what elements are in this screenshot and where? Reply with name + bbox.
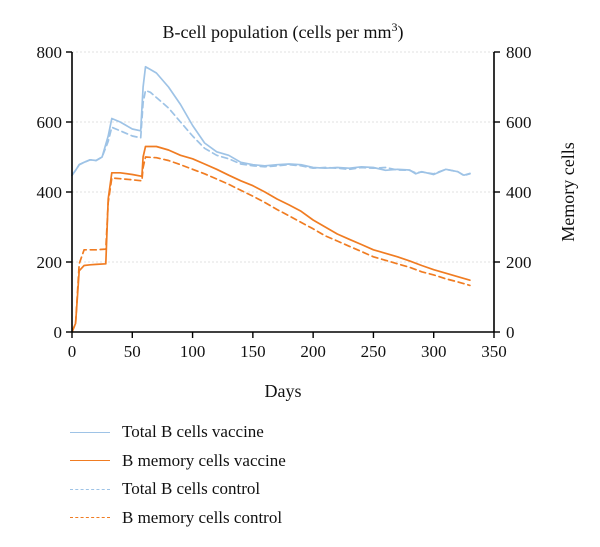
right-y-tick-label: 200 bbox=[506, 253, 532, 272]
legend-label: Total B cells vaccine bbox=[122, 422, 264, 442]
gridlines bbox=[72, 51, 494, 263]
left-y-tick-label: 800 bbox=[37, 43, 63, 62]
tick-labels: 0 50 100 150 200 250 300 3500200400600800020040… bbox=[37, 43, 532, 361]
legend-label: B memory cells vaccine bbox=[122, 450, 286, 470]
legend-item-b-memory-cells-control: B memory cells control bbox=[70, 504, 286, 533]
right-y-axis-title: Memory cells bbox=[558, 142, 578, 241]
chart-title-close: ) bbox=[397, 22, 403, 43]
legend-label: B memory cells control bbox=[122, 507, 283, 527]
series-line-total-b-cells-vaccine bbox=[71, 65, 471, 177]
left-y-tick-label: 0 bbox=[54, 323, 63, 342]
legend-item-b-memory-cells-vaccine: B memory cells vaccine bbox=[70, 447, 286, 476]
series-line-b-memory-cells-control bbox=[71, 156, 471, 333]
x-tick-label: 0 bbox=[68, 342, 77, 361]
right-y-tick-label: 600 bbox=[506, 113, 532, 132]
left-y-tick-label: 200 bbox=[37, 253, 63, 272]
legend-item-total-b-cells-vaccine: Total B cells vaccine bbox=[70, 418, 286, 447]
legend-swatch bbox=[70, 460, 110, 462]
x-tick-label: 300 bbox=[421, 342, 447, 361]
series-line-b-memory-cells-vaccine bbox=[71, 145, 471, 333]
series-line-total-b-cells-control bbox=[71, 89, 471, 177]
x-tick-label: 350 bbox=[481, 342, 507, 361]
legend: Total B cells vaccine B memory cells vacc… bbox=[70, 418, 286, 532]
left-y-tick-label: 400 bbox=[37, 183, 63, 202]
left-y-tick-label: 600 bbox=[37, 113, 63, 132]
legend-label: Total B cells control bbox=[122, 479, 261, 499]
legend-swatch bbox=[70, 488, 110, 490]
x-tick-label: 150 bbox=[240, 342, 266, 361]
x-tick-label: 250 bbox=[361, 342, 387, 361]
chart-title: B-cell population (cells per mm3) bbox=[163, 20, 404, 43]
x-axis-title: Days bbox=[265, 381, 302, 401]
chart-title-superscript: 3 bbox=[391, 20, 397, 34]
right-y-tick-label: 0 bbox=[506, 323, 515, 342]
x-tick-label: 50 bbox=[124, 342, 141, 361]
tick-marks bbox=[66, 51, 500, 338]
plot-series bbox=[71, 65, 471, 333]
axes bbox=[71, 52, 495, 333]
legend-swatch bbox=[70, 431, 110, 433]
x-tick-label: 200 bbox=[300, 342, 326, 361]
legend-swatch bbox=[70, 517, 110, 519]
right-y-tick-label: 400 bbox=[506, 183, 532, 202]
x-tick-label: 100 bbox=[180, 342, 206, 361]
legend-item-total-b-cells-control: Total B cells control bbox=[70, 475, 286, 504]
right-y-tick-label: 800 bbox=[506, 43, 532, 62]
